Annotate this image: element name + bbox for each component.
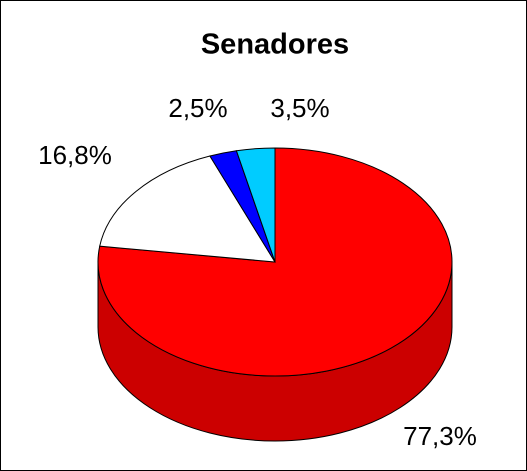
pie-slice bbox=[235, 147, 276, 263]
pie-slice bbox=[97, 147, 453, 377]
data-label: 77,3% bbox=[403, 421, 477, 451]
data-label: 16,8% bbox=[38, 140, 112, 170]
pie-slice bbox=[99, 155, 276, 263]
chart-title: Senadores bbox=[201, 29, 349, 61]
data-label: 2,5% bbox=[168, 93, 227, 123]
data-label: 3,5% bbox=[270, 93, 329, 123]
